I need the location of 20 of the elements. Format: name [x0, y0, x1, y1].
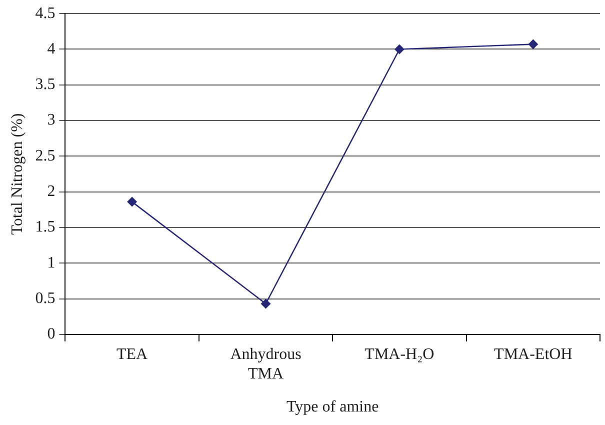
- x-axis-title: Type of amine: [286, 398, 379, 416]
- y-tick-label: 0: [47, 326, 56, 343]
- y-tick-label: 2.5: [35, 147, 56, 164]
- y-tick-label: 2: [47, 183, 56, 200]
- y-tick-label: 4: [47, 40, 56, 58]
- y-tick-label: 1.5: [35, 218, 56, 236]
- x-tick-label: TMA-EtOH: [494, 346, 573, 364]
- x-tick-label: TEA: [116, 346, 148, 364]
- point: [260, 298, 271, 309]
- y-axis-title: Total Nitrogen (%): [8, 113, 26, 235]
- y-tick-label: 0.5: [35, 290, 56, 307]
- y-tick-label: 1: [47, 254, 56, 272]
- x-tick-label: Anhydrous TMA: [230, 346, 302, 382]
- y-tick-label: 3.5: [35, 76, 56, 94]
- point: [528, 39, 538, 50]
- point: [394, 44, 404, 54]
- y-tick-label: 3: [47, 112, 56, 129]
- point: [127, 196, 138, 207]
- y-tick-label: 4.5: [35, 4, 56, 22]
- x-tick-label: TMA-H₂O: [364, 346, 434, 364]
